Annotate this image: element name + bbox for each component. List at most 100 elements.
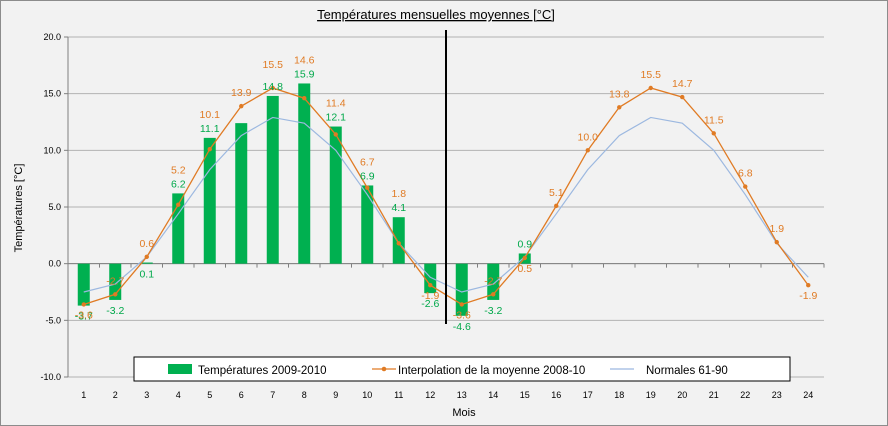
y-tick-labels: 20.0 15.0 10.0 5.0 0.0 -5.0 -10.0 xyxy=(40,32,61,382)
interpolation-data-label: 10.1 xyxy=(200,109,221,121)
bar xyxy=(392,217,405,264)
y-tick-label: 15.0 xyxy=(43,89,61,99)
legend-label-bars: Températures 2009-2010 xyxy=(198,365,327,377)
interpolation-data-label: 14.6 xyxy=(294,54,315,66)
interpolation-point xyxy=(459,302,464,307)
interpolation-data-label: 13.9 xyxy=(231,87,252,99)
interpolation-point xyxy=(365,185,370,190)
interpolation-data-label: 15.5 xyxy=(641,69,662,81)
chart-title: Températures mensuelles moyennes [°C] xyxy=(317,7,555,22)
bar xyxy=(172,193,185,264)
interpolation-point xyxy=(207,147,212,152)
interpolation-point xyxy=(617,105,622,110)
legend: Températures 2009-2010 Interpolation de … xyxy=(133,356,791,382)
interpolation-data-label: 1.8 xyxy=(391,188,406,200)
y-tick-label: 0.0 xyxy=(48,259,61,269)
x-tick-label: 24 xyxy=(803,390,813,400)
interpolation-data-label: 1.9 xyxy=(769,223,784,235)
bar-data-label: 14.8 xyxy=(263,81,284,93)
x-tick-label: 15 xyxy=(520,390,530,400)
x-tick-label: 14 xyxy=(488,390,498,400)
y-axis-label: Températures [°C] xyxy=(13,164,25,253)
interpolation-data-label: -2.7 xyxy=(106,275,124,287)
bar-data-label: -3.2 xyxy=(106,305,124,317)
interpolation-data-label: 13.8 xyxy=(609,88,630,100)
bar-data-label: 4.1 xyxy=(391,202,406,214)
bar-data-label: 11.1 xyxy=(200,123,220,135)
bar xyxy=(77,263,90,306)
y-tick-label: 10.0 xyxy=(43,145,61,155)
x-tick-label: 19 xyxy=(646,390,656,400)
x-tick-label: 11 xyxy=(394,390,403,400)
bar-data-label: -4.6 xyxy=(453,321,471,333)
interpolation-data-label: -1.9 xyxy=(799,290,817,302)
y-tick-label: 5.0 xyxy=(48,202,61,212)
interpolation-point xyxy=(648,85,653,91)
x-tick-label: 18 xyxy=(614,390,624,400)
interpolation-point xyxy=(585,148,590,153)
x-tick-label: 23 xyxy=(772,390,782,400)
bar xyxy=(424,263,437,294)
interpolation-point xyxy=(302,96,307,101)
x-tick-label: 1 xyxy=(81,390,86,400)
x-tick-label: 20 xyxy=(677,390,687,400)
data-labels: -3.7 -3.2 0.1 6.2 11.1 14.8 15.9 12.1 6.9 4.1 -2.6… xyxy=(75,54,818,332)
y-tick-label: -10.0 xyxy=(40,372,61,382)
bar-series xyxy=(77,83,531,316)
x-tick-label: 9 xyxy=(333,390,338,400)
interpolation-data-label: -2.7 xyxy=(484,275,502,287)
x-tick-label: 8 xyxy=(302,390,307,400)
interpolation-data-label: 15.5 xyxy=(263,59,284,71)
interpolation-point xyxy=(270,85,275,91)
interpolation-data-label: -1.9 xyxy=(421,290,439,302)
interpolation-data-label: 6.7 xyxy=(360,156,375,168)
interpolation-point xyxy=(711,131,716,136)
bar-data-label: -3.7 xyxy=(75,311,93,323)
x-tick-label: 17 xyxy=(583,390,593,400)
interpolation-data-label: -3.6 xyxy=(453,309,471,321)
interpolation-data-label: 14.7 xyxy=(672,78,693,90)
x-axis-label: Mois xyxy=(452,407,476,419)
interpolation-data-label: 11.4 xyxy=(326,98,346,110)
interpolation-data-label: 6.8 xyxy=(738,168,753,180)
interpolation-point xyxy=(554,203,559,209)
interpolation-point xyxy=(144,254,149,260)
interpolation-point xyxy=(491,292,496,297)
interpolation-point xyxy=(333,132,338,137)
interpolation-point xyxy=(680,94,685,100)
interpolation-data-label: 0.5 xyxy=(517,263,532,275)
x-tick-label: 3 xyxy=(144,390,149,400)
y-tick-label: -5.0 xyxy=(45,315,61,325)
interpolation-point xyxy=(743,184,748,189)
bar-data-label: -2.6 xyxy=(421,298,439,310)
interpolation-data-label: 5.1 xyxy=(549,187,564,199)
x-tick-label: 7 xyxy=(270,390,275,400)
x-tick-label: 5 xyxy=(207,390,212,400)
interpolation-point xyxy=(239,103,244,109)
bar-data-label: 0.9 xyxy=(517,238,532,250)
bar xyxy=(140,262,153,264)
x-tick-label: 4 xyxy=(176,390,181,400)
x-tick-label: 21 xyxy=(709,390,719,400)
bar xyxy=(329,126,342,264)
x-tick-label: 10 xyxy=(362,390,372,400)
bar xyxy=(203,137,216,264)
bar xyxy=(361,185,374,264)
interpolation-point xyxy=(396,241,401,246)
bar xyxy=(235,123,248,264)
bar xyxy=(266,95,279,264)
bar-data-label: 0.1 xyxy=(139,269,154,281)
interpolation-point xyxy=(522,255,527,261)
interpolation-data-label: 11.5 xyxy=(704,114,724,126)
interpolation-data-label: 10.0 xyxy=(578,131,599,143)
bar xyxy=(298,83,311,264)
interpolation-data-label: 0.6 xyxy=(139,238,154,250)
interpolation-point xyxy=(806,283,811,288)
legend-label-normals: Normales 61-90 xyxy=(646,365,728,377)
legend-swatch-bars xyxy=(168,364,192,374)
interpolation-data-label: 5.2 xyxy=(171,164,186,176)
x-tick-label: 12 xyxy=(425,390,435,400)
legend-box xyxy=(133,356,791,382)
